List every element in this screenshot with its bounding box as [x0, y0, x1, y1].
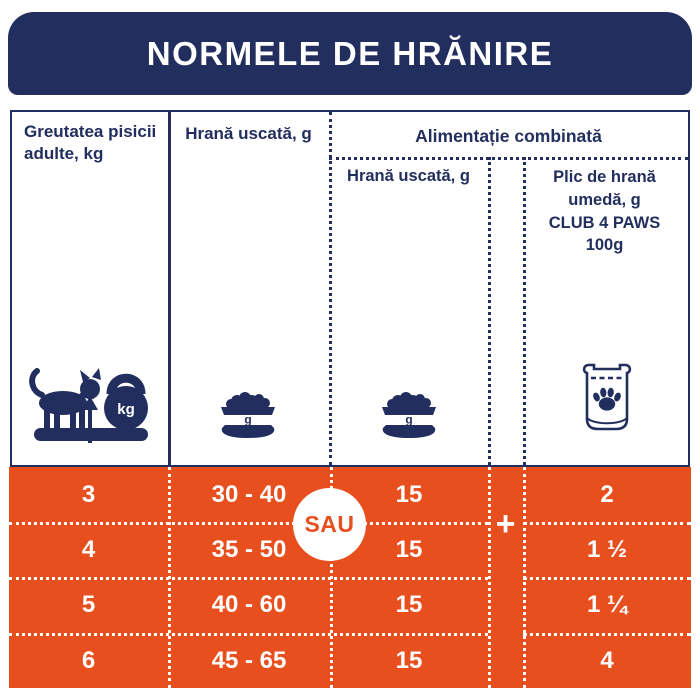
column-header-combined-dry: Hrană uscată, g: [347, 167, 470, 185]
paw-print-icon: [593, 387, 621, 411]
grid-line-h3-right: [523, 633, 691, 636]
pouch-header-line4: 100g: [585, 236, 624, 255]
combined-dry-bowl-icon: g: [382, 392, 436, 438]
table-row-3-weight: 5: [81, 591, 96, 618]
feeding-table: Greutatea pisicii adulte, kg Hrană uscat…: [10, 110, 690, 467]
bowl-g-badge: g: [405, 413, 412, 427]
table-row-1-wet-pouches: 2: [600, 481, 614, 508]
table-row-1-combined-dry: 15: [395, 481, 423, 508]
column-header-dry: Hrană uscată, g: [185, 124, 312, 143]
table-row-2-dry: 35 - 50: [211, 536, 287, 563]
table-row-4-wet-pouches: 4: [600, 647, 614, 674]
column-header-combined: Alimentație combinată: [415, 126, 602, 146]
dry-food-bowl-icon: g: [221, 392, 275, 438]
table-row-4-combined-dry: 15: [395, 647, 423, 674]
header-band: NORMELE DE HRĂNIRE: [8, 12, 692, 95]
table-row-2-weight: 4: [81, 536, 96, 563]
table-row-2-wet-pouches: 1 ½: [586, 536, 628, 563]
table-row-1-dry: 30 - 40: [211, 481, 287, 508]
grid-line-h2-left: [9, 577, 488, 580]
grid-line-h3-left: [9, 633, 488, 636]
grid-line-h2-right: [523, 577, 691, 580]
kg-badge: kg: [117, 401, 135, 418]
plus-sign: +: [495, 505, 516, 543]
or-badge: SAU: [293, 488, 366, 561]
pouch-header-line1: Plic de hrană: [553, 168, 656, 186]
column-header-wet-pouch: Plic de hrană umedă, g CLUB 4 PAWS 100g: [523, 166, 686, 257]
divider-dotted-combined: [329, 157, 688, 160]
divider-dotted-sub1: [488, 157, 491, 465]
wet-pouch-icon: [582, 363, 632, 431]
page-title: NORMELE DE HRĂNIRE: [146, 34, 554, 72]
table-row-4-weight: 6: [81, 647, 96, 674]
feeding-values-grid: 3 30 - 40 15 2 4 35 - 50 15 1 ½ 5 40 - 6…: [9, 467, 691, 688]
table-row-3-combined-dry: 15: [395, 591, 423, 618]
divider-dotted-sub2: [523, 157, 526, 465]
pouch-header-line2: umedă, g: [568, 190, 641, 209]
bowl-g-badge: g: [244, 413, 251, 427]
cat-weight-icon: kg: [29, 368, 148, 443]
divider-solid-col1: [168, 112, 171, 465]
grid-line-h1-right: [523, 522, 691, 525]
pouch-header-line3: CLUB 4 PAWS: [548, 213, 661, 232]
table-row-1-weight: 3: [81, 481, 96, 508]
grid-line-v3: [488, 467, 491, 688]
divider-dotted-col2: [329, 112, 332, 465]
grid-line-h1-left: [9, 522, 488, 525]
table-row-3-dry: 40 - 60: [211, 591, 287, 618]
table-row-3-wet-pouches: 1 ¼: [586, 591, 628, 618]
table-row-2-combined-dry: 15: [395, 536, 423, 563]
table-row-4-dry: 45 - 65: [211, 647, 287, 674]
column-header-weight: Greutatea pisicii adulte, kg: [24, 122, 157, 164]
